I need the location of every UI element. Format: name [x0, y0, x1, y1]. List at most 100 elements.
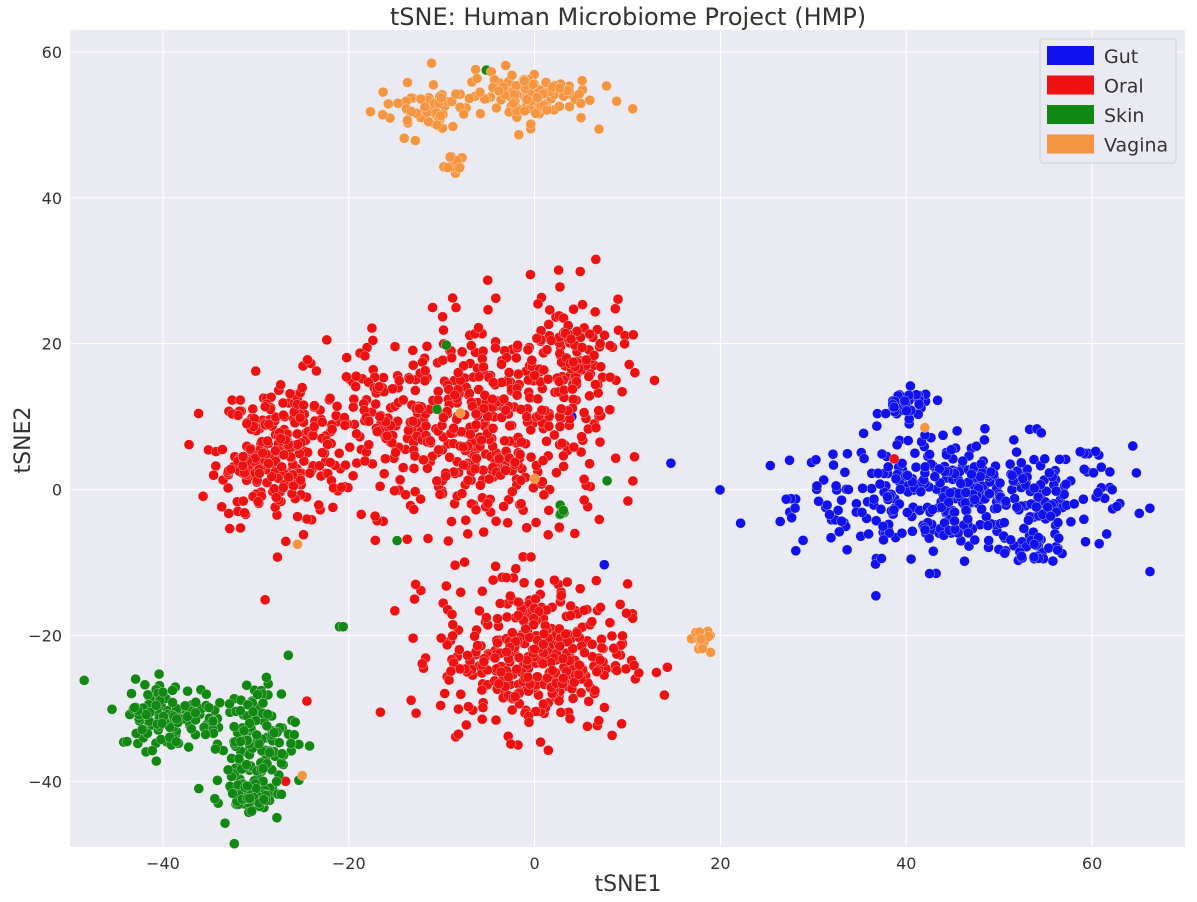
- data-point: [569, 528, 580, 539]
- data-point: [462, 650, 473, 661]
- data-point: [530, 108, 541, 119]
- data-point: [553, 695, 565, 706]
- data-point: [520, 623, 531, 635]
- data-point: [589, 685, 601, 696]
- data-point: [482, 275, 493, 286]
- data-point: [167, 697, 178, 708]
- data-point: [183, 741, 194, 753]
- data-point: [473, 322, 484, 333]
- data-point: [224, 523, 235, 534]
- data-point: [250, 365, 261, 377]
- data-point: [247, 403, 258, 415]
- data-point: [622, 495, 634, 507]
- data-point: [289, 729, 300, 740]
- data-point: [436, 632, 447, 644]
- data-point: [498, 501, 509, 512]
- data-point: [543, 529, 554, 540]
- data-point: [484, 473, 495, 485]
- x-tick-label: −40: [146, 854, 180, 873]
- data-point: [446, 352, 457, 363]
- data-point: [695, 634, 707, 645]
- data-point: [538, 364, 549, 376]
- data-point: [606, 730, 618, 741]
- data-point: [606, 630, 618, 642]
- data-point: [999, 548, 1010, 559]
- data-point: [171, 736, 182, 747]
- data-point: [473, 371, 485, 382]
- data-point: [523, 717, 535, 728]
- data-point: [875, 504, 887, 515]
- data-point: [402, 77, 413, 88]
- data-point: [257, 697, 269, 709]
- data-point: [390, 447, 401, 458]
- data-point: [924, 533, 935, 544]
- data-point: [469, 463, 481, 475]
- data-point: [554, 522, 565, 533]
- data-point: [546, 335, 557, 346]
- data-point: [446, 516, 457, 527]
- data-point: [470, 64, 481, 75]
- data-point: [529, 370, 540, 381]
- data-point: [957, 455, 968, 467]
- data-point: [478, 656, 490, 667]
- data-point: [350, 381, 361, 392]
- data-point: [583, 696, 594, 707]
- data-point: [560, 628, 571, 640]
- data-point: [477, 586, 488, 597]
- data-point: [471, 453, 482, 464]
- data-point: [462, 475, 474, 486]
- data-point: [210, 460, 221, 472]
- data-point: [1036, 427, 1047, 439]
- data-point: [268, 727, 280, 738]
- data-point: [876, 553, 887, 564]
- data-point: [584, 458, 595, 469]
- data-point: [186, 723, 197, 735]
- series-vagina: [292, 58, 930, 781]
- data-point: [567, 383, 578, 395]
- data-point: [447, 619, 458, 630]
- data-point: [494, 453, 505, 465]
- data-point: [1069, 498, 1080, 510]
- data-point: [1029, 482, 1040, 494]
- data-point: [963, 527, 974, 539]
- data-point: [899, 395, 910, 407]
- data-point: [538, 698, 549, 710]
- data-point: [490, 714, 502, 726]
- data-point: [259, 594, 271, 605]
- data-point: [216, 501, 227, 512]
- data-point: [590, 254, 601, 265]
- data-point: [380, 453, 391, 464]
- data-point: [290, 717, 301, 728]
- data-point: [519, 105, 530, 117]
- data-point: [896, 528, 908, 539]
- data-point: [821, 499, 833, 511]
- data-point: [446, 609, 458, 620]
- data-point: [878, 534, 889, 546]
- data-point: [735, 518, 746, 529]
- data-point: [454, 162, 465, 173]
- data-point: [969, 534, 980, 546]
- data-point: [895, 484, 906, 495]
- data-point: [903, 435, 914, 446]
- data-point: [271, 812, 283, 823]
- data-point: [356, 509, 367, 520]
- data-point: [834, 526, 845, 537]
- data-point: [262, 435, 273, 447]
- data-point: [121, 736, 133, 747]
- data-point: [574, 89, 585, 100]
- data-point: [283, 471, 294, 483]
- data-point: [477, 702, 489, 713]
- data-point: [929, 471, 940, 482]
- data-point: [366, 322, 378, 334]
- data-point: [370, 535, 381, 546]
- data-point: [528, 619, 539, 630]
- data-point: [370, 398, 381, 410]
- data-point: [508, 98, 519, 109]
- data-point: [465, 429, 476, 440]
- data-point: [251, 729, 262, 741]
- data-point: [435, 700, 446, 711]
- data-point: [604, 340, 616, 351]
- x-tick-label: 40: [896, 854, 916, 873]
- data-point: [394, 375, 405, 386]
